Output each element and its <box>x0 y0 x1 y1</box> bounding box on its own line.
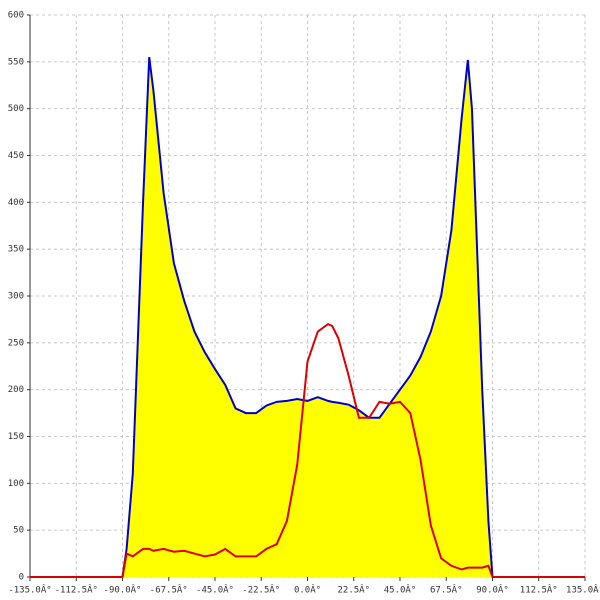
y-tick-label: 400 <box>8 198 24 208</box>
x-tick-label: -67.5Â° <box>150 584 188 596</box>
x-tick-label: -135.0Â° <box>8 584 51 596</box>
x-tick-label: 67.5Â° <box>430 584 463 596</box>
y-tick-label: 450 <box>8 151 24 161</box>
y-tick-label: 500 <box>8 104 24 114</box>
x-tick-label: -22.5Â° <box>242 584 280 596</box>
y-tick-label: 250 <box>8 338 24 348</box>
y-tick-label: 350 <box>8 245 24 255</box>
x-tick-label: -45.0Â° <box>196 584 234 596</box>
y-tick-label: 50 <box>13 526 24 536</box>
y-tick-label: 300 <box>8 292 24 302</box>
area <box>30 57 585 577</box>
x-tick-label: 90.0Â° <box>476 584 509 596</box>
x-tick-label: 135.0Â° <box>566 584 600 596</box>
y-tick-label: 0 <box>19 573 24 583</box>
y-tick-label: 150 <box>8 432 24 442</box>
x-tick-label: 45.0Â° <box>384 584 417 596</box>
y-tick-label: 200 <box>8 385 24 395</box>
y-tick-label: 100 <box>8 479 24 489</box>
x-tick-label: -112.5Â° <box>55 584 98 596</box>
line <box>30 57 585 578</box>
x-tick-label: 0.0Â° <box>294 584 321 596</box>
line <box>30 322 585 578</box>
x-tick-label: 112.5Â° <box>520 584 558 596</box>
y-tick-label: 550 <box>8 57 24 67</box>
x-tick-label: 22.5Â° <box>337 584 370 596</box>
y-tick-label: 600 <box>8 11 24 21</box>
x-tick-label: -90.0Â° <box>104 584 142 596</box>
